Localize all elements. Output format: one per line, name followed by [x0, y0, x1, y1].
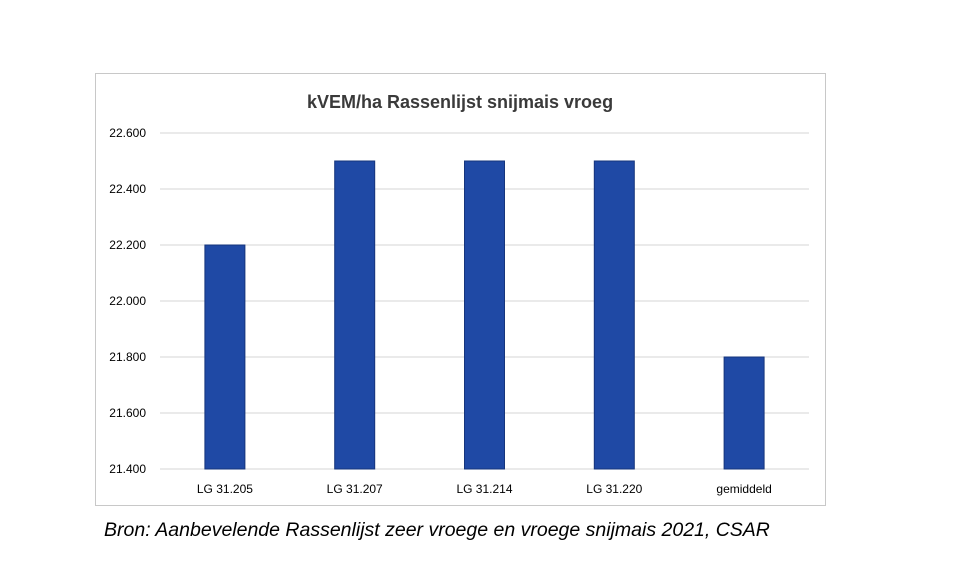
y-tick-label: 21.400 — [109, 462, 146, 476]
bar — [593, 160, 635, 470]
x-tick-label: gemiddeld — [716, 482, 771, 496]
x-tick-label: LG 31.220 — [586, 482, 642, 496]
y-tick-label: 21.800 — [109, 350, 146, 364]
x-tick-label: LG 31.205 — [197, 482, 253, 496]
y-tick-label: 22.600 — [109, 126, 146, 140]
y-tick-label: 22.400 — [109, 182, 146, 196]
bar — [464, 160, 505, 470]
x-tick-label: LG 31.214 — [456, 482, 512, 496]
y-tick-label: 21.600 — [109, 406, 146, 420]
bar — [334, 160, 376, 470]
y-axis-tick-labels: 21.400 21.600 21.800 22.000 22.200 22.400 22.6… — [109, 126, 146, 476]
bars — [204, 160, 765, 470]
x-axis-tick-labels: LG 31.205 LG 31.207 LG 31.214 LG 31.220 gemi… — [197, 482, 772, 496]
chart-title: kVEM/ha Rassenlijst snijmais vroeg — [307, 92, 613, 112]
bar — [723, 356, 765, 470]
x-tick-label: LG 31.207 — [327, 482, 383, 496]
bar — [204, 244, 246, 470]
y-tick-label: 22.200 — [109, 238, 146, 252]
source-caption: Bron: Aanbevelende Rassenlijst zeer vroe… — [104, 519, 770, 541]
y-tick-label: 22.000 — [109, 294, 146, 308]
